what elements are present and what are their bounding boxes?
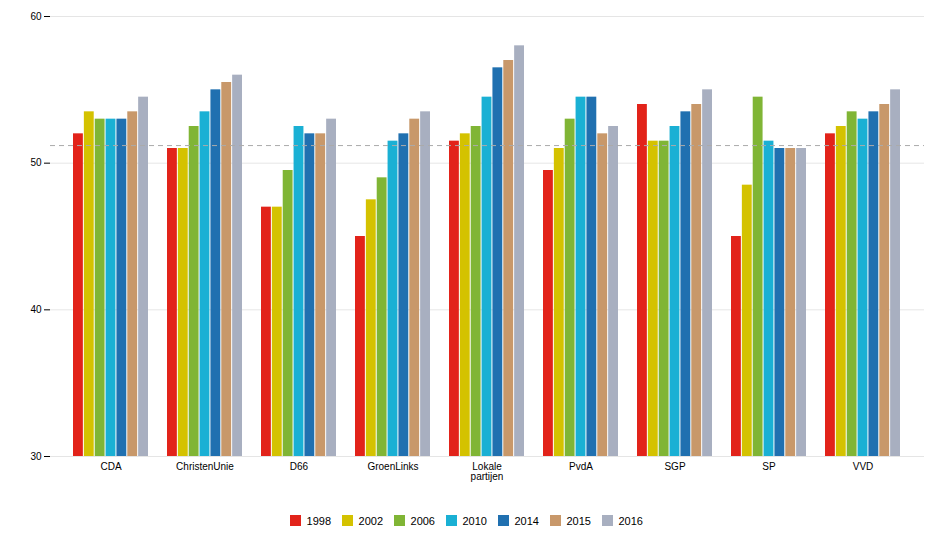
svg-text:40: 40 <box>30 304 42 315</box>
html-text:2015: 2015 <box>566 514 591 527</box>
svg-text:50: 50 <box>30 157 42 168</box>
svg-text:VVD: VVD <box>853 461 874 472</box>
html-text:1998: 1998 <box>306 514 331 527</box>
svg-text:SP: SP <box>762 461 776 472</box>
html-text:2006: 2006 <box>410 514 435 527</box>
svg-text:SGP: SGP <box>664 461 685 472</box>
html-text:2010: 2010 <box>462 514 487 527</box>
html-text:2014: 2014 <box>514 514 539 527</box>
html-text:2016: 2016 <box>618 514 643 527</box>
svg-text:60: 60 <box>30 11 42 22</box>
svg-text:D66: D66 <box>290 461 309 472</box>
svg-text:ChristenUnie: ChristenUnie <box>176 461 234 472</box>
svg-text:PvdA: PvdA <box>569 461 593 472</box>
html-text:2002: 2002 <box>358 514 383 527</box>
svg-text:Lokalepartijen: Lokalepartijen <box>471 461 504 482</box>
svg-text:GroenLinks: GroenLinks <box>367 461 418 472</box>
svg-text:CDA: CDA <box>100 461 121 472</box>
svg-text:30: 30 <box>30 451 42 462</box>
